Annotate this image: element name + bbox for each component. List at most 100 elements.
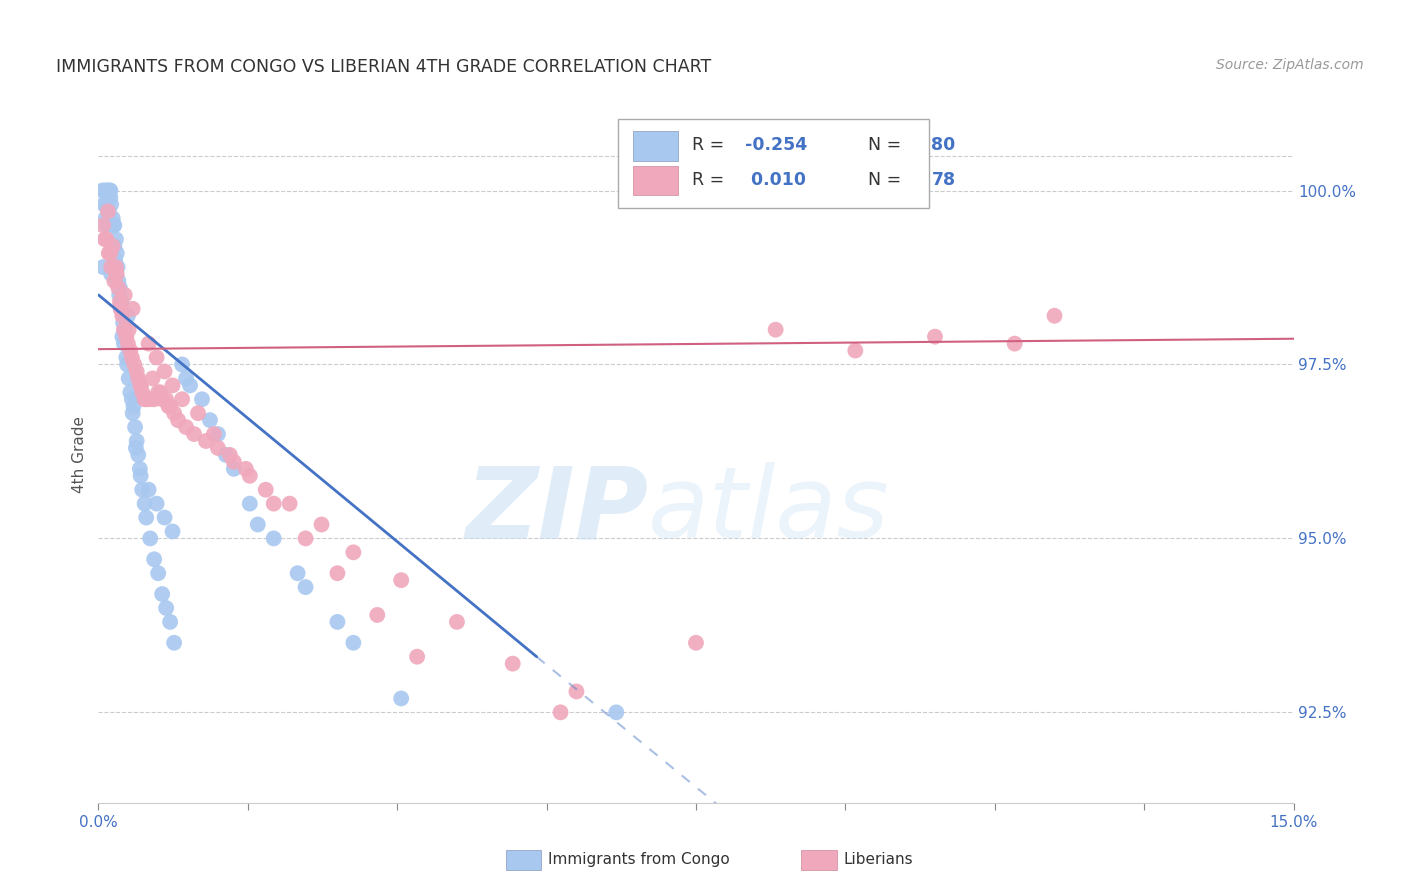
Point <box>128 462 150 476</box>
Text: R =: R = <box>692 136 730 154</box>
Point <box>125 434 148 448</box>
Text: 80: 80 <box>931 136 956 154</box>
Text: N =: N = <box>858 171 907 189</box>
Point <box>111 329 134 343</box>
Point <box>148 566 170 581</box>
Point <box>112 336 135 351</box>
Point <box>502 657 524 671</box>
Point <box>125 441 148 455</box>
Point <box>103 239 125 253</box>
Point <box>163 406 186 420</box>
Point <box>96 197 118 211</box>
Point <box>195 434 218 448</box>
Point <box>121 351 143 365</box>
Point <box>294 532 316 546</box>
Point <box>406 649 429 664</box>
Point <box>100 267 122 281</box>
Point <box>287 566 309 581</box>
Point <box>110 301 132 316</box>
Point <box>112 316 135 330</box>
Point <box>155 601 177 615</box>
Point <box>159 399 181 413</box>
Text: Immigrants from Congo: Immigrants from Congo <box>548 853 730 867</box>
Point <box>222 462 245 476</box>
Point <box>143 392 166 407</box>
Point <box>153 510 176 524</box>
Point <box>246 517 269 532</box>
Text: -0.254: -0.254 <box>745 136 807 154</box>
Point <box>389 573 412 587</box>
Text: N =: N = <box>858 136 907 154</box>
Point <box>198 413 221 427</box>
Point <box>924 329 946 343</box>
Point <box>135 510 157 524</box>
Point <box>101 239 124 253</box>
Point <box>103 219 125 233</box>
Point <box>172 392 194 407</box>
Point <box>104 232 127 246</box>
Point <box>138 483 160 497</box>
Point <box>239 468 262 483</box>
Point <box>104 260 127 274</box>
Point <box>239 497 262 511</box>
Point <box>167 413 190 427</box>
Text: R =: R = <box>692 171 730 189</box>
Point <box>311 517 333 532</box>
Point <box>844 343 866 358</box>
Text: atlas: atlas <box>648 462 890 559</box>
Point <box>134 497 156 511</box>
Point <box>163 636 186 650</box>
Text: Liberians: Liberians <box>844 853 914 867</box>
Point <box>135 392 157 407</box>
Point <box>207 441 229 455</box>
Point <box>98 184 122 198</box>
Point <box>101 211 124 226</box>
Point <box>219 448 242 462</box>
Point <box>115 351 138 365</box>
Point <box>97 184 120 198</box>
Point <box>100 197 122 211</box>
Point <box>108 281 131 295</box>
Point <box>105 246 128 260</box>
Point <box>342 636 364 650</box>
Point <box>124 358 146 372</box>
Point <box>114 288 136 302</box>
Point <box>104 253 127 268</box>
Point <box>148 385 170 400</box>
Point <box>172 358 194 372</box>
Point <box>96 232 118 246</box>
Point <box>103 219 125 233</box>
Point <box>685 636 707 650</box>
Point <box>107 281 129 295</box>
Point <box>550 706 572 720</box>
Point <box>101 239 124 253</box>
Point <box>118 323 141 337</box>
Point <box>153 364 176 378</box>
Point <box>98 246 122 260</box>
Point <box>134 392 156 407</box>
Point <box>142 371 165 385</box>
Point <box>235 462 257 476</box>
Point <box>143 552 166 566</box>
Bar <box>633 131 678 161</box>
Point <box>97 204 120 219</box>
Bar <box>633 166 678 195</box>
Point <box>108 294 131 309</box>
Point <box>1004 336 1026 351</box>
Point <box>263 497 285 511</box>
Point <box>765 323 787 337</box>
Point <box>138 336 160 351</box>
Point <box>111 309 134 323</box>
Point <box>131 385 153 400</box>
Point <box>207 427 229 442</box>
Point <box>121 301 143 316</box>
Point <box>107 274 129 288</box>
Point <box>125 364 148 378</box>
Point <box>202 427 225 442</box>
Point <box>91 260 114 274</box>
Point <box>97 246 120 260</box>
Point <box>278 497 301 511</box>
Point <box>110 294 132 309</box>
Point <box>145 351 167 365</box>
Point <box>127 448 149 462</box>
